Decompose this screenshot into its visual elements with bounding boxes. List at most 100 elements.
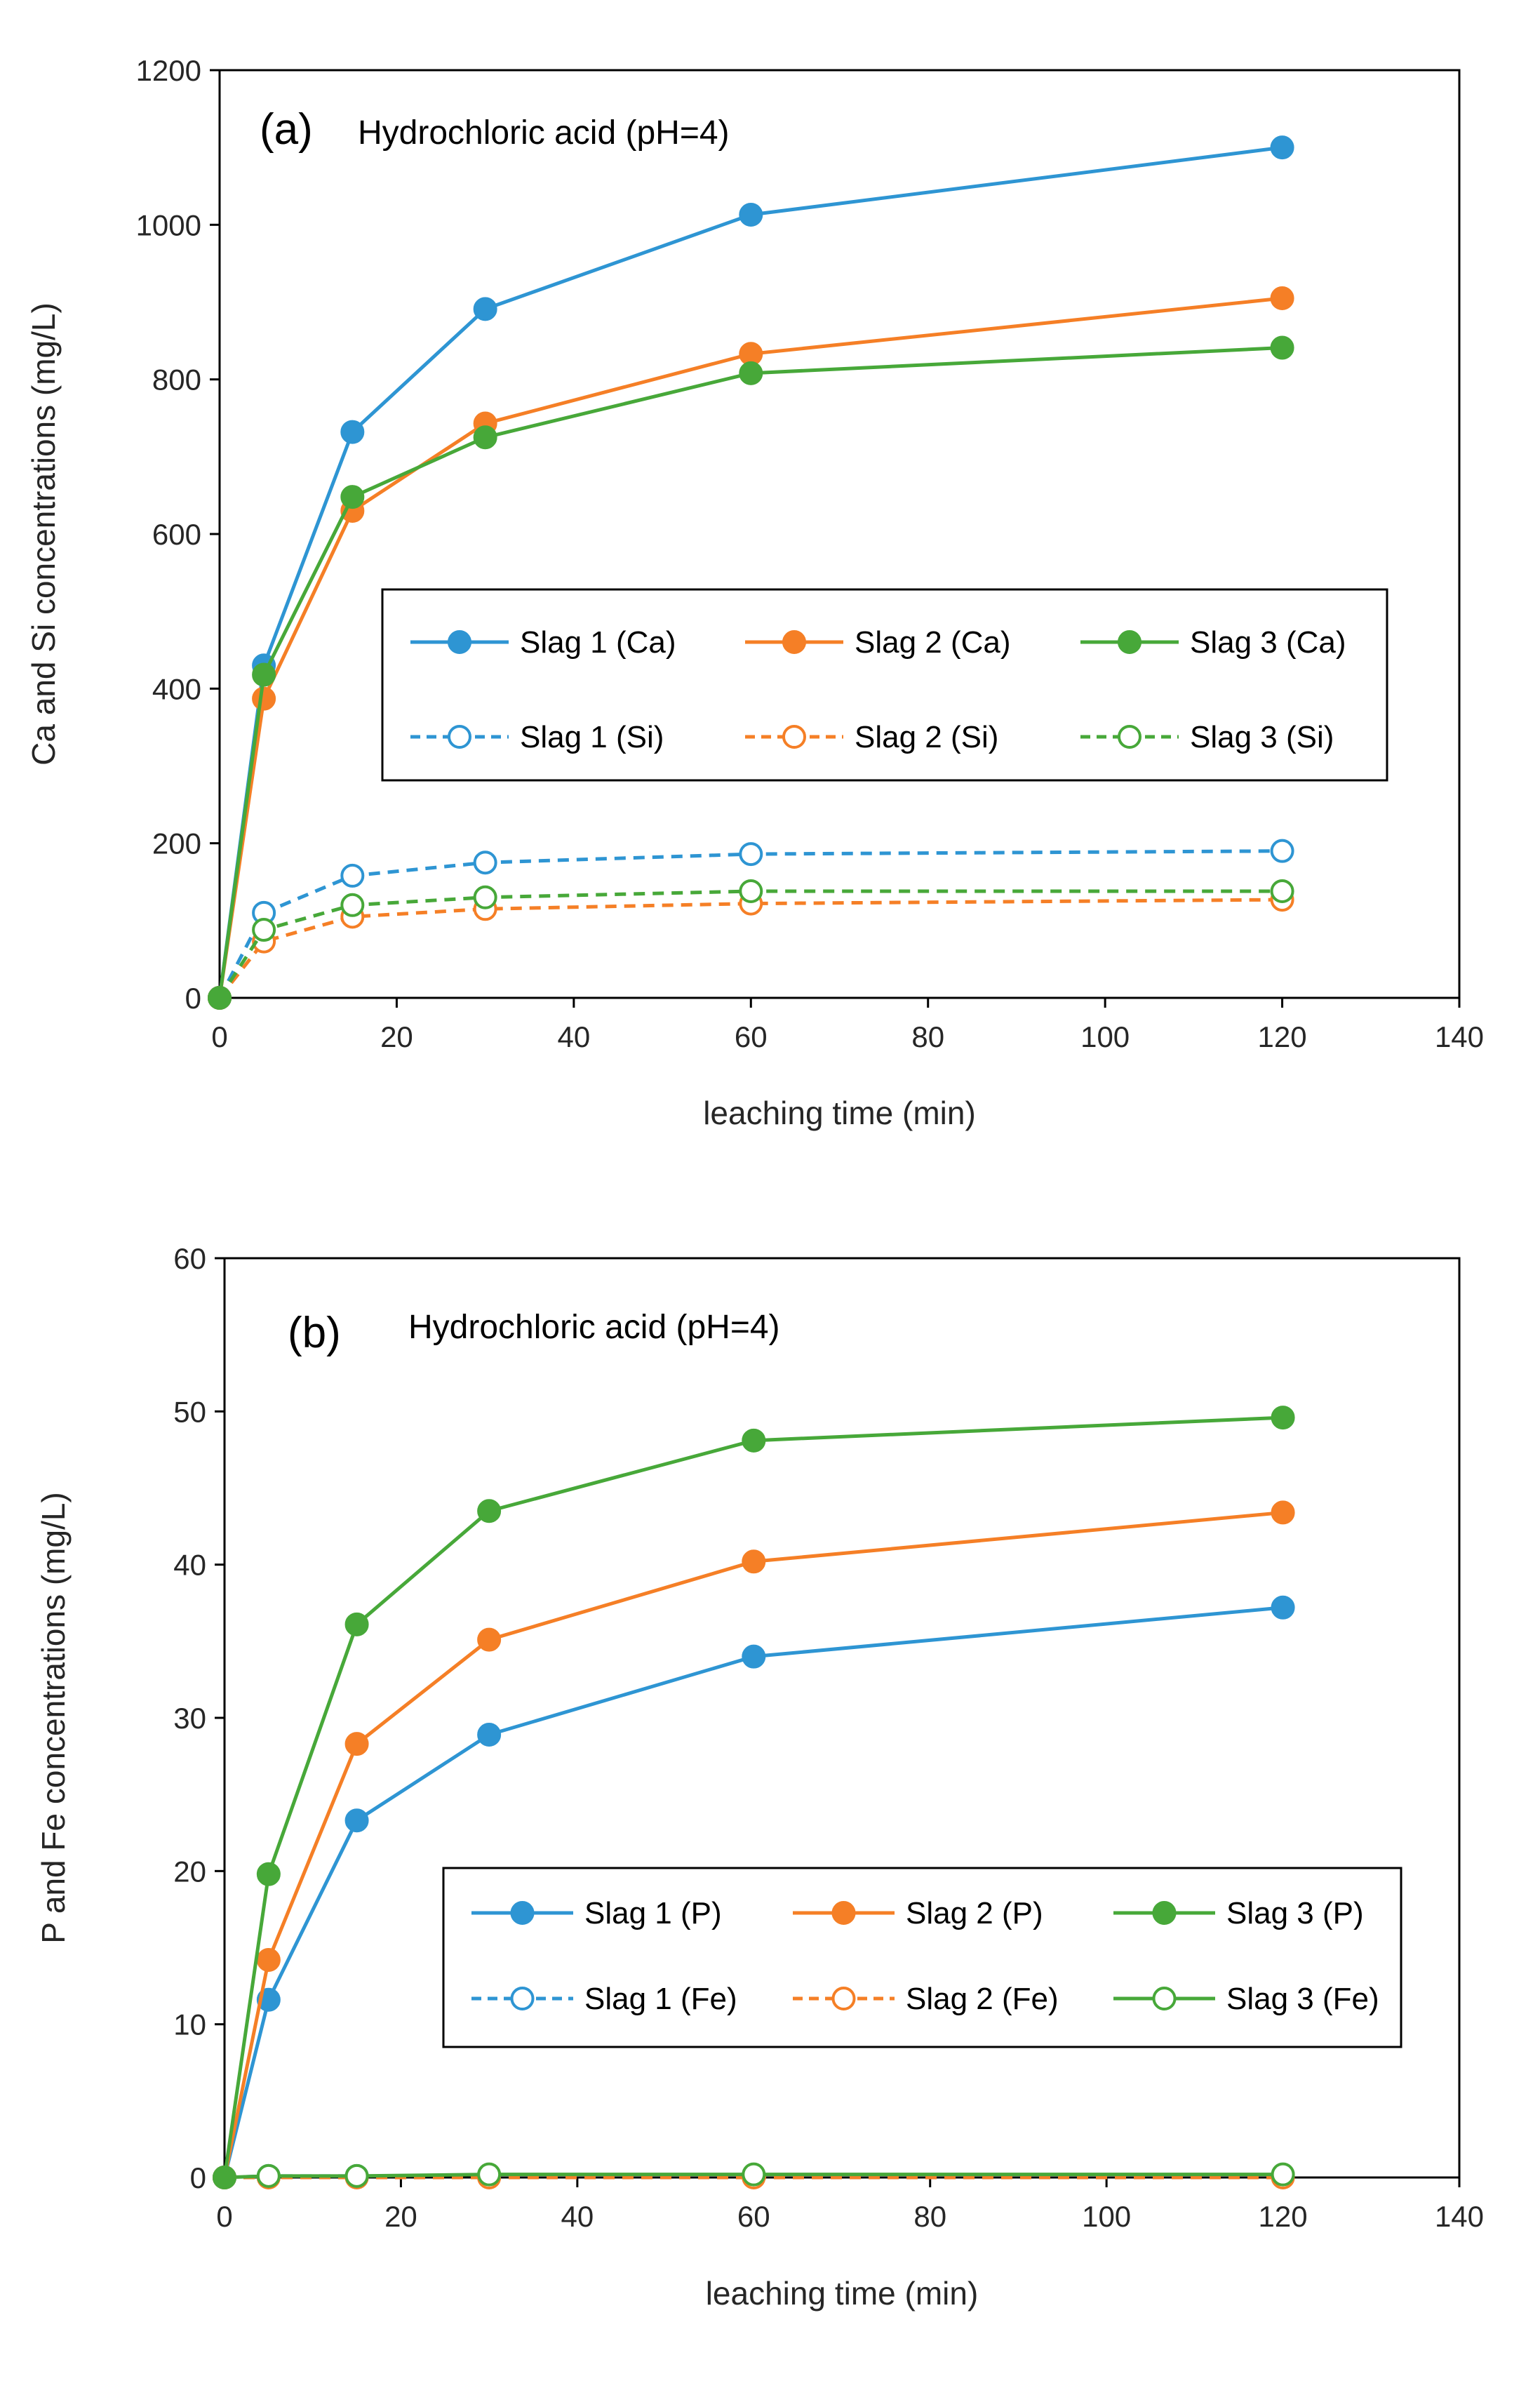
legend-marker [510,1987,535,2010]
series-slag-1-si [208,839,1294,1010]
y-tick-label: 20 [173,1855,206,1888]
data-point [739,842,763,867]
data-point [344,2163,369,2188]
legend-item: Slag 3 (Fe) [1113,1982,1379,2016]
legend-item: Slag 2 (Ca) [745,625,1011,660]
data-point [477,1723,502,1747]
y-tick-label: 400 [152,672,201,705]
data-point [256,1862,281,1886]
y-tick-label: 0 [190,2161,206,2194]
data-point [739,361,763,385]
series-line [217,889,1283,999]
chart-title: Hydrochloric acid (pH=4) [408,1309,780,1346]
y-axis-title: Ca and Si concentrations (mg/L) [25,302,62,766]
x-tick-label: 60 [737,2200,770,2233]
legend-label: Slag 3 (P) [1226,1896,1364,1930]
series-slag-2-si [208,888,1294,1010]
legend-label: Slag 1 (P) [584,1896,722,1930]
data-point [742,1644,766,1669]
legend-label: Slag 3 (Si) [1190,720,1334,754]
data-point [473,425,497,450]
legend-marker [782,725,806,749]
data-point [742,2162,766,2187]
legend: Slag 1 (P) Slag 2 (P) Slag 3 (P) Slag 1 (Fe… [442,1867,1402,2048]
legend-item: Slag 3 (P) [1113,1896,1364,1930]
x-tick-label: 20 [380,1020,413,1053]
panel-tag: (b) [288,1309,341,1357]
data-point [344,1808,369,1833]
data-point [477,1627,502,1652]
legend-item: Slag 1 (Ca) [410,625,676,660]
legend-item: Slag 3 (Ca) [1080,625,1346,660]
chart-panel-a: 0 200 400 600 800 1000 1200 0 20 40 60 80 100 120 140 l… [25,54,1484,1131]
legend-marker [1118,630,1141,654]
y-tick-label: 40 [173,1549,206,1582]
legend-label: Slag 1 (Si) [520,720,664,754]
x-tick-label: 60 [735,1020,768,1053]
data-point [477,1499,502,1523]
data-point [1271,1595,1295,1620]
data-point [1270,839,1294,863]
series-line [222,1415,1283,2178]
legend-label: Slag 2 (P) [906,1896,1043,1930]
x-tick-label: 20 [384,2200,417,2233]
legend-marker [1118,725,1141,749]
chart-panel-b: 0 10 20 30 40 50 60 0 20 40 60 80 100 120 140 leaching … [35,1242,1484,2312]
data-point [742,1549,766,1574]
series-slag-3-p [213,1406,1295,2189]
x-tick-label: 80 [911,1020,944,1053]
legend-label: Slag 1 (Ca) [520,625,676,660]
data-point [256,2163,281,2188]
x-axis-title: leaching time (min) [703,1095,976,1131]
data-point [1271,2162,1295,2187]
legend-label: Slag 3 (Fe) [1226,1982,1379,2016]
x-tick-label: 40 [561,2200,594,2233]
data-point [1270,335,1294,360]
y-tick-label: 200 [152,827,201,860]
x-tick-label: 100 [1080,1020,1130,1053]
series-slag-3-si [208,879,1294,1010]
panel-tag: (a) [260,105,313,154]
data-point [208,986,232,1010]
data-point [739,203,763,227]
data-point [340,485,365,509]
x-tick-label: 0 [211,1020,227,1053]
data-point [739,879,763,903]
legend-marker [831,1987,856,2010]
legend-marker [1152,1987,1177,2010]
x-tick-label: 140 [1435,1020,1484,1053]
legend-box [381,588,1388,782]
series-slag-1-ca [208,135,1294,1010]
series-line [222,1510,1283,2178]
legend-marker [510,1901,535,1925]
series-line [217,849,1283,999]
x-tick-label: 0 [216,2200,232,2233]
data-point [1271,1500,1295,1525]
data-point [252,662,276,687]
legend-item: Slag 1 (Fe) [471,1982,737,2016]
data-point [1270,135,1294,160]
data-point [256,1947,281,1972]
y-tick-label: 10 [173,2008,206,2041]
legend-label: Slag 2 (Ca) [855,625,1011,660]
data-point [344,1612,369,1636]
legend: Slag 1 (Ca) Slag 2 (Ca) Slag 3 (Ca) Slag 1 … [381,588,1388,782]
x-tick-label: 100 [1082,2200,1131,2233]
series-line [217,145,1283,999]
x-axis-title: leaching time (min) [706,2275,979,2312]
legend-item: Slag 2 (Fe) [793,1982,1059,2016]
legend-marker [831,1901,856,1925]
data-point [213,2166,236,2189]
data-point [473,885,497,909]
legend-marker [448,630,471,654]
y-tick-label: 30 [173,1702,206,1735]
legend-item: Slag 2 (P) [793,1896,1043,1930]
legend-label: Slag 1 (Fe) [584,1982,737,2016]
data-point [344,1732,369,1756]
series-line [222,1606,1283,2178]
series-slag-2-p [213,1500,1295,2189]
legend-marker [1152,1901,1177,1925]
y-tick-label: 1000 [136,208,201,241]
y-tick-label: 50 [173,1395,206,1428]
